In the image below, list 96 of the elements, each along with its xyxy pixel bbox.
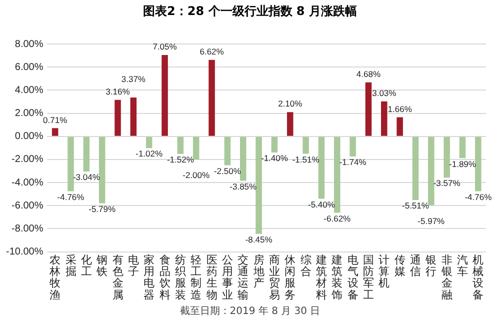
bar [224, 136, 231, 166]
x-tick-label: 建筑材料 [314, 254, 327, 302]
x-tick-label: 国防军工 [362, 254, 374, 302]
bar [114, 100, 121, 136]
bar [256, 136, 262, 234]
data-label: -1.40% [260, 153, 288, 164]
y-tick-label: 8.00% [14, 38, 44, 50]
y-tick-label: -6.00% [12, 200, 44, 212]
x-tick-label: 电子 [128, 254, 139, 278]
x-tick-label: 休闲服务 [284, 254, 296, 302]
bar [240, 136, 246, 181]
data-label: 3.37% [121, 74, 146, 84]
x-tick-label: 家用电器 [144, 254, 155, 302]
y-tick-label: 2.00% [14, 108, 44, 120]
bar [68, 136, 74, 192]
bar [177, 136, 184, 154]
bar [98, 136, 106, 204]
x-tick-label: 汽车 [456, 254, 468, 278]
data-label: -5.79% [88, 204, 116, 214]
bar [396, 117, 403, 136]
bar [146, 136, 152, 148]
x-tick-label: 机械设备 [472, 254, 484, 302]
bar [162, 54, 168, 136]
bar [318, 136, 325, 199]
y-tick-label: -2.00% [12, 154, 44, 166]
data-label: 4.68% [356, 68, 381, 79]
data-label: -5.97% [418, 216, 446, 226]
x-tick-label: 电气设备 [347, 254, 358, 302]
data-label: -5.51% [402, 200, 430, 211]
data-label: -3.85% [230, 181, 258, 192]
data-label: -1.51% [292, 154, 320, 164]
x-tick-label: 传媒 [394, 254, 406, 278]
y-tick-label: -4.00% [12, 177, 44, 188]
bar [381, 101, 388, 136]
data-label: 3.03% [372, 88, 397, 98]
bar [475, 136, 482, 192]
data-label: 0.71% [43, 114, 68, 125]
x-tick-label: 交通运输 [238, 254, 249, 302]
data-label: -1.89% [449, 158, 476, 169]
x-tick-label: 银行 [424, 254, 437, 278]
x-tick-label: 医药生物 [206, 254, 218, 302]
x-tick-label: 轻工制造 [190, 254, 202, 302]
y-tick-label: 6.00% [14, 62, 44, 73]
data-label: -3.04% [72, 172, 100, 182]
data-label: 2.10% [278, 98, 303, 109]
data-label: 6.62% [200, 46, 224, 57]
bar [130, 97, 137, 136]
x-tick-label: 房地产 [252, 254, 264, 290]
data-label: 1.66% [388, 104, 412, 114]
data-label: -2.00% [182, 170, 210, 180]
x-tick-label: 非银金融 [440, 254, 452, 302]
bar [334, 136, 340, 213]
x-tick-label: 综合 [300, 254, 312, 278]
bar [459, 136, 466, 158]
x-tick-label: 食品饮料 [158, 254, 170, 302]
x-tick-label: 钢铁 [96, 254, 108, 278]
data-label: -6.62% [324, 213, 352, 224]
bar [412, 136, 419, 200]
x-tick-label: 有色金属 [112, 254, 124, 302]
data-label: 7.05% [152, 42, 178, 52]
x-tick-label: 建筑装饰 [330, 254, 343, 302]
data-label: -8.45% [245, 234, 273, 244]
data-label: -2.50% [214, 166, 242, 176]
x-tick-label: 农林牧渔 [48, 254, 61, 302]
x-tick-label: 商业贸易 [268, 254, 280, 302]
data-label: 3.16% [106, 86, 130, 96]
y-tick-label: 4.00% [14, 84, 44, 96]
y-tick-label: -8.00% [12, 223, 44, 234]
data-label: -3.57% [433, 178, 461, 188]
x-tick-label: 计算机 [378, 254, 390, 290]
bar [350, 136, 356, 156]
bar [365, 82, 372, 136]
data-label: -1.02% [136, 148, 164, 159]
data-label: -5.40% [308, 199, 336, 210]
bar [208, 60, 215, 136]
x-tick-label: 通信 [410, 254, 421, 278]
bar [444, 136, 450, 178]
x-tick-label: 公用事业 [222, 254, 233, 302]
data-label: -1.52% [166, 154, 194, 164]
bar [286, 112, 294, 136]
data-label: -4.76% [57, 192, 85, 202]
bar [428, 136, 434, 206]
data-label: -4.76% [464, 192, 492, 202]
x-tick-label: 采掘 [65, 254, 76, 278]
bar [52, 128, 58, 136]
x-tick-label: 纺织服装 [174, 254, 186, 302]
bar [83, 136, 90, 172]
bar [302, 136, 309, 154]
x-tick-label: 化工 [80, 254, 92, 278]
y-tick-label: -10.00% [6, 246, 44, 258]
bar [192, 136, 200, 160]
chart-title: 图表2：28 个一级行业指数 8 月涨跌幅 [142, 3, 358, 20]
text: 截至日期：2019 年 8 月 30 日 [178, 304, 322, 319]
y-tick-label: 0.00% [14, 131, 44, 142]
bar [271, 136, 278, 153]
data-label: -1.74% [339, 157, 367, 168]
